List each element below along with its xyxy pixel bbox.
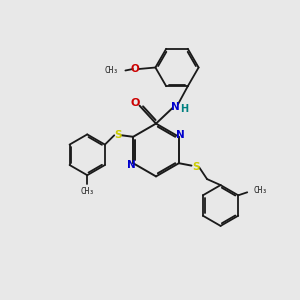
Text: CH₃: CH₃	[80, 187, 94, 196]
Text: O: O	[130, 64, 140, 74]
Text: N: N	[127, 160, 136, 170]
Text: S: S	[192, 162, 200, 172]
Text: H: H	[180, 103, 189, 114]
Text: CH₃: CH₃	[105, 66, 119, 75]
Text: N: N	[171, 102, 180, 112]
Text: O: O	[130, 98, 140, 108]
Text: N: N	[176, 130, 185, 140]
Text: CH₃: CH₃	[254, 186, 268, 195]
Text: S: S	[114, 130, 121, 140]
